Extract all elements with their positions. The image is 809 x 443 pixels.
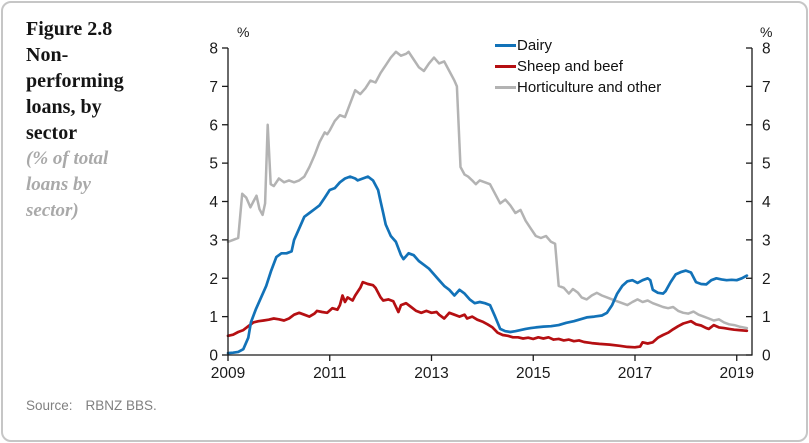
legend-label-dairy: Dairy [517,37,553,54]
figure-subtitle-line: loans by [26,174,91,195]
svg-text:8: 8 [762,41,771,58]
figure-title-line: performing [26,70,124,92]
dairy-line-swatch-icon [495,43,516,48]
chart-canvas: 0 0 1 1 2 2 3 3 4 4 5 5 6 6 7 7 8 8 2009 2011 2013 2015 2017 20… [209,24,772,382]
svg-text:2017: 2017 [618,365,652,382]
svg-text:5: 5 [209,156,218,173]
legend-label-sheep-and-beef: Sheep and beef [517,58,623,75]
svg-text:4: 4 [762,194,771,211]
svg-text:8: 8 [209,41,218,58]
figure-subtitle-line: sector) [26,200,79,221]
figure-title-line: loans, by [26,96,102,118]
svg-text:6: 6 [209,117,218,134]
svg-text:3: 3 [762,232,771,249]
svg-text:%: % [237,24,249,40]
svg-text:7: 7 [762,79,771,96]
horticulture-line-swatch-icon [495,85,516,90]
svg-text:2015: 2015 [516,365,550,382]
svg-text:3: 3 [209,232,218,249]
legend-item-sheep-and-beef: Sheep and beef [495,56,661,77]
svg-text:2: 2 [209,271,218,288]
chart-legend: Dairy Sheep and beef Horticulture and ot… [495,35,661,98]
svg-text:2019: 2019 [719,365,753,382]
figure-title-line: sector [26,122,78,144]
svg-text:2011: 2011 [313,365,346,382]
sheep-and-beef-line-swatch-icon [495,64,516,69]
source-text: RBNZ BBS. [85,398,157,413]
svg-text:1: 1 [762,309,771,326]
svg-text:1: 1 [209,309,218,326]
svg-text:7: 7 [209,79,218,96]
source-label: Source: [26,398,73,413]
figure-subtitle-line: (% of total [26,148,109,169]
svg-text:%: % [760,24,772,40]
svg-text:5: 5 [762,156,771,173]
legend-item-horticulture-and-other: Horticulture and other [495,77,661,98]
figure-caption: Figure 2.8 Non- performing loans, by sec… [26,16,198,224]
figure-title-line: Non- [26,44,69,66]
svg-text:2: 2 [762,271,771,288]
figure-number: Figure 2.8 [26,18,113,40]
source-note: Source: RBNZ BBS. [26,398,157,413]
legend-item-dairy: Dairy [495,35,661,56]
svg-text:0: 0 [762,348,771,365]
svg-text:2013: 2013 [414,365,448,382]
svg-text:2009: 2009 [211,365,245,382]
svg-text:6: 6 [762,117,771,134]
line-chart: 0 0 1 1 2 2 3 3 4 4 5 5 6 6 7 7 8 8 2009 2011 2013 2015 2017 20… [195,12,801,404]
svg-text:0: 0 [209,348,218,365]
svg-text:4: 4 [209,194,218,211]
legend-label-horticulture-and-other: Horticulture and other [517,79,662,96]
